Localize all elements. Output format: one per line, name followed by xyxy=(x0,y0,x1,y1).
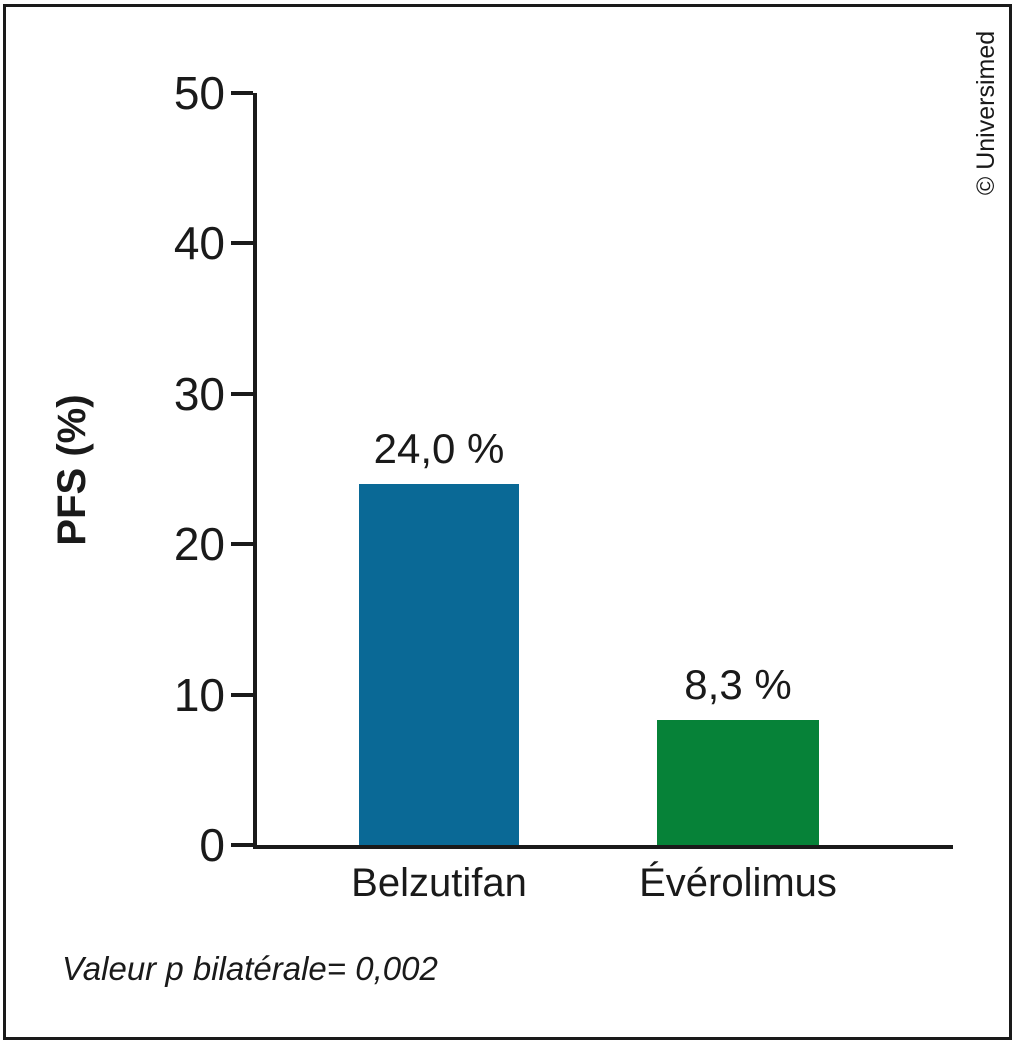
bar-belzutifan: 24,0 % Belzutifan xyxy=(351,428,527,903)
y-tick-mark xyxy=(231,241,253,246)
bar-everolimus: 8,3 % Évérolimus xyxy=(639,664,837,903)
y-tick-label: 20 xyxy=(173,518,225,571)
watermark-credit: © Universimed xyxy=(972,30,1000,196)
y-tick-mark xyxy=(231,692,253,697)
y-axis-title: PFS (%) xyxy=(50,394,94,546)
bar-value-label: 24,0 % xyxy=(373,425,505,473)
p-value-note: Valeur p bilatérale= 0,002 xyxy=(62,950,438,987)
y-tick-label: 0 xyxy=(199,819,225,871)
y-tick-mark xyxy=(231,542,253,547)
y-tick-label: 10 xyxy=(173,668,225,721)
y-tick-label: 50 xyxy=(173,67,225,119)
y-tick-mark xyxy=(231,391,253,396)
y-tick-label: 40 xyxy=(173,217,225,270)
plot-area: 0 10 20 30 40 50 24,0 % Belzutifan 8,3 % Évérolim… xyxy=(174,70,953,903)
x-category-label: Évérolimus xyxy=(639,861,837,905)
bar-value-label: 8,3 % xyxy=(684,661,792,709)
x-category-label: Belzutifan xyxy=(351,861,527,905)
y-tick-mark xyxy=(231,843,253,847)
figure-border xyxy=(3,4,1012,1040)
y-tick-mark xyxy=(231,91,253,95)
y-tick-label: 30 xyxy=(173,367,225,420)
